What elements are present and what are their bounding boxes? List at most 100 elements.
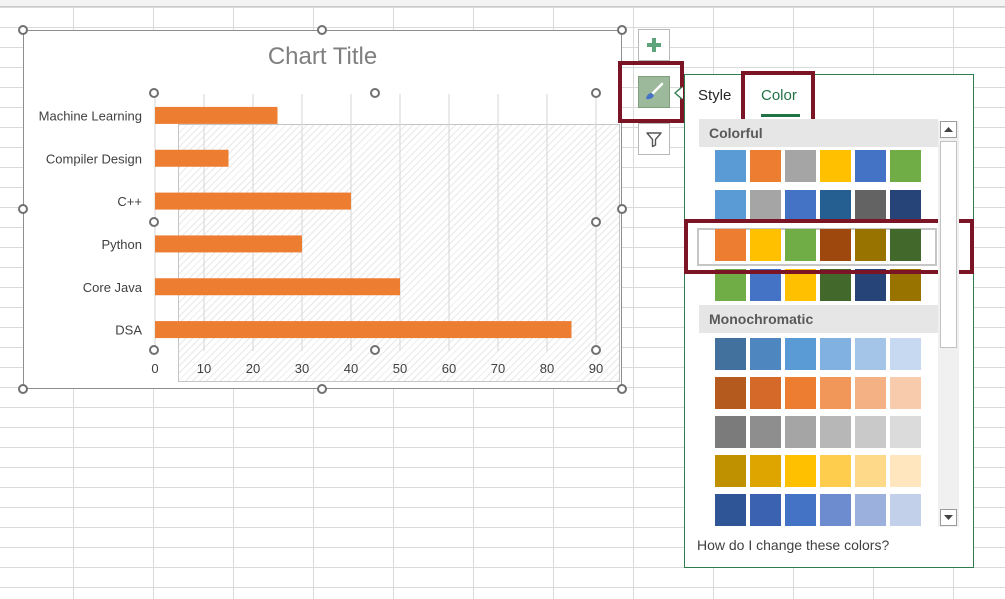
monochromatic-section-header: Monochromatic <box>699 305 938 333</box>
colorful-palette-3-swatch[interactable] <box>820 229 851 261</box>
x-tick-label: 20 <box>246 361 260 376</box>
category-label: Machine Learning <box>39 108 142 123</box>
chart-resize-handle-l[interactable] <box>18 204 28 214</box>
category-label: Python <box>102 237 142 252</box>
bar[interactable] <box>155 321 572 339</box>
mono-palette-4-swatch[interactable] <box>820 455 851 487</box>
colorful-palette-2-swatch[interactable] <box>785 190 816 222</box>
scroll-up-button[interactable] <box>940 121 957 138</box>
mono-palette-5-swatch[interactable] <box>890 494 921 526</box>
mono-palette-4-swatch[interactable] <box>890 455 921 487</box>
scroll-thumb[interactable] <box>940 141 957 348</box>
mono-palette-3-swatch[interactable] <box>715 416 746 448</box>
plot-resize-handle-bl[interactable] <box>149 345 159 355</box>
chart-styles-button[interactable] <box>638 76 670 108</box>
chart-resize-handle-br[interactable] <box>617 384 627 394</box>
plot-resize-handle-b[interactable] <box>370 345 380 355</box>
plot-resize-handle-t[interactable] <box>370 88 380 98</box>
colorful-palette-4-swatch[interactable] <box>785 269 816 301</box>
chart-resize-handle-tr[interactable] <box>617 25 627 35</box>
colorful-palette-1-swatch[interactable] <box>785 150 816 182</box>
colorful-palette-3-swatch[interactable] <box>785 229 816 261</box>
mono-palette-2-swatch[interactable] <box>855 377 886 409</box>
plus-icon <box>647 38 661 52</box>
colorful-palette-1-swatch[interactable] <box>855 150 886 182</box>
x-tick-label: 0 <box>151 361 158 376</box>
colorful-palette-3-swatch[interactable] <box>890 229 921 261</box>
colorful-palette-2-swatch[interactable] <box>820 190 851 222</box>
mono-palette-1-swatch[interactable] <box>820 338 851 370</box>
plot-resize-handle-tl[interactable] <box>149 88 159 98</box>
mono-palette-2-swatch[interactable] <box>750 377 781 409</box>
mono-palette-5-swatch[interactable] <box>785 494 816 526</box>
chart-resize-handle-r[interactable] <box>617 204 627 214</box>
mono-palette-5-swatch[interactable] <box>855 494 886 526</box>
chart-resize-handle-b[interactable] <box>317 384 327 394</box>
chart-resize-handle-t[interactable] <box>317 25 327 35</box>
plot-resize-handle-br[interactable] <box>591 345 601 355</box>
mono-palette-3-swatch[interactable] <box>785 416 816 448</box>
mono-palette-2-swatch[interactable] <box>820 377 851 409</box>
x-tick-label: 80 <box>540 361 554 376</box>
colorful-palette-2-swatch[interactable] <box>890 190 921 222</box>
chart-resize-handle-tl[interactable] <box>18 25 28 35</box>
plot-resize-handle-tr[interactable] <box>591 88 601 98</box>
colorful-palette-1-swatch[interactable] <box>715 150 746 182</box>
bar[interactable] <box>155 192 351 210</box>
chart-elements-button[interactable] <box>638 29 670 61</box>
chart-area[interactable]: Chart Title Machine Learning Compiler Des… <box>23 30 622 389</box>
mono-palette-4-swatch[interactable] <box>855 455 886 487</box>
colorful-palette-1-swatch[interactable] <box>890 150 921 182</box>
chart-resize-handle-bl[interactable] <box>18 384 28 394</box>
tab-style[interactable]: Style <box>698 87 732 104</box>
mono-palette-4-swatch[interactable] <box>750 455 781 487</box>
plot-resize-handle-l[interactable] <box>149 217 159 227</box>
mono-palette-3-swatch[interactable] <box>750 416 781 448</box>
mono-palette-2-swatch[interactable] <box>715 377 746 409</box>
mono-palette-2-swatch[interactable] <box>890 377 921 409</box>
scroll-down-button[interactable] <box>940 509 957 526</box>
mono-palette-1-swatch[interactable] <box>785 338 816 370</box>
mono-palette-4-swatch[interactable] <box>785 455 816 487</box>
filter-icon <box>646 132 662 148</box>
mono-palette-1-swatch[interactable] <box>855 338 886 370</box>
mono-palette-3-swatch[interactable] <box>820 416 851 448</box>
chart-title[interactable]: Chart Title <box>267 43 378 70</box>
colorful-palette-4-swatch[interactable] <box>715 269 746 301</box>
colorful-palette-4-swatch[interactable] <box>750 269 781 301</box>
pane-pointer-fill <box>676 87 683 99</box>
colorful-palette-3-swatch[interactable] <box>715 229 746 261</box>
bar[interactable] <box>155 235 302 253</box>
chart-filters-button[interactable] <box>638 123 670 155</box>
colorful-palette-4-swatch[interactable] <box>890 269 921 301</box>
mono-palette-5-swatch[interactable] <box>715 494 746 526</box>
plot-resize-handle-r[interactable] <box>591 217 601 227</box>
colorful-palette-2-swatch[interactable] <box>750 190 781 222</box>
colorful-palette-2-swatch[interactable] <box>855 190 886 222</box>
colorful-palette-3-swatch[interactable] <box>750 229 781 261</box>
chevron-down-icon <box>944 515 953 520</box>
colorful-palette-2-swatch[interactable] <box>715 190 746 222</box>
tab-color[interactable]: Color <box>761 87 797 104</box>
mono-palette-2-swatch[interactable] <box>785 377 816 409</box>
colorful-palette-3-swatch[interactable] <box>855 229 886 261</box>
category-label: Core Java <box>83 280 143 295</box>
mono-palette-1-swatch[interactable] <box>750 338 781 370</box>
mono-palette-1-swatch[interactable] <box>715 338 746 370</box>
plot-area[interactable] <box>178 124 620 382</box>
colorful-palette-4-swatch[interactable] <box>855 269 886 301</box>
mono-palette-3-swatch[interactable] <box>855 416 886 448</box>
colorful-palette-1-swatch[interactable] <box>820 150 851 182</box>
mono-palette-3-swatch[interactable] <box>890 416 921 448</box>
mono-palette-5-swatch[interactable] <box>750 494 781 526</box>
mono-palette-5-swatch[interactable] <box>820 494 851 526</box>
help-link[interactable]: How do I change these colors? <box>697 537 890 553</box>
bar[interactable] <box>155 106 278 124</box>
colorful-palette-4-swatch[interactable] <box>820 269 851 301</box>
bar[interactable] <box>155 278 400 296</box>
colorful-palette-1-swatch[interactable] <box>750 150 781 182</box>
mono-palette-1-swatch[interactable] <box>890 338 921 370</box>
category-label: DSA <box>115 323 142 338</box>
mono-palette-4-swatch[interactable] <box>715 455 746 487</box>
bar[interactable] <box>155 149 229 167</box>
